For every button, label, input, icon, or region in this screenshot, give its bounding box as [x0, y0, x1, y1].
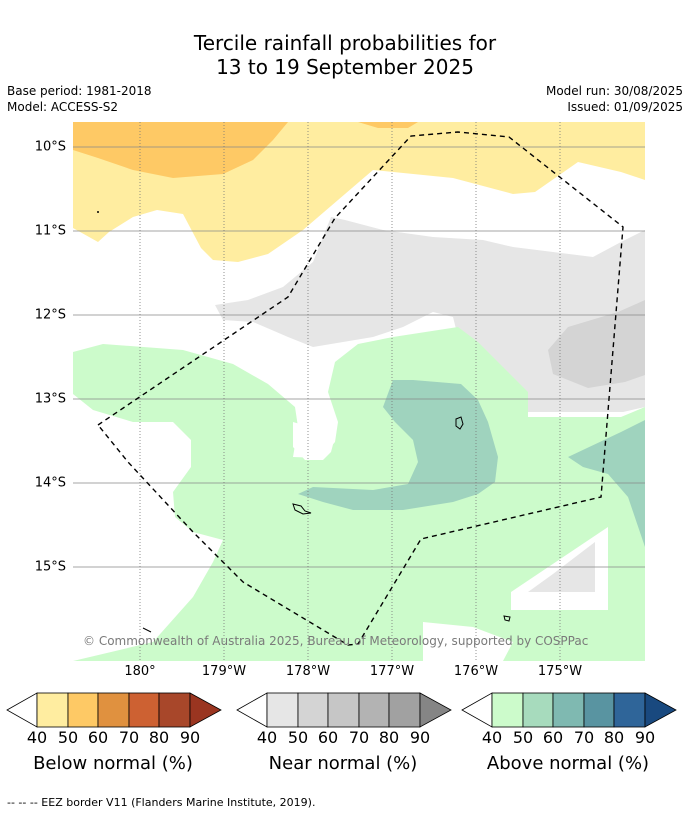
- above-normal-tick: 70: [573, 728, 595, 747]
- above-normal-swatch: [491, 692, 524, 728]
- below-normal-colorbar: [6, 692, 222, 728]
- below-normal-50-region: [358, 122, 418, 128]
- meta-left: Base period: 1981-2018 Model: ACCESS-S2: [7, 83, 152, 115]
- near-normal-legend-title: Near normal (%): [268, 753, 418, 774]
- model-text: Model: ACCESS-S2: [7, 100, 119, 114]
- above-normal-swatch: [644, 692, 677, 728]
- near-normal-tick: 40: [256, 728, 278, 747]
- below-normal-tick: 60: [87, 728, 109, 747]
- above-normal-tick: 40: [481, 728, 503, 747]
- near-normal-swatch: [327, 692, 360, 728]
- above-normal-colorbar: [461, 692, 677, 728]
- y-tick-label: 10°S: [34, 139, 66, 155]
- above-normal-swatch: [552, 692, 585, 728]
- above-normal-50-region: [568, 420, 645, 547]
- above-normal-tick: 60: [542, 728, 564, 747]
- near-normal-swatch: [266, 692, 299, 728]
- graticule: [73, 146, 645, 568]
- base-period-text: Base period: 1981-2018: [7, 84, 152, 98]
- above-normal-swatch: [583, 692, 615, 728]
- below-normal-swatch: [128, 692, 160, 728]
- y-tick-label: 14°S: [34, 475, 66, 491]
- island-outline: [503, 615, 511, 622]
- island-dot: [97, 211, 99, 213]
- below-normal-50-region: [73, 122, 288, 178]
- near-normal-40-region: [528, 542, 595, 592]
- below-normal-tick: 50: [57, 728, 79, 747]
- near-normal-swatch: [419, 692, 452, 728]
- near-normal-tick: 70: [348, 728, 370, 747]
- x-tick-label: 176°W: [453, 664, 499, 679]
- issued-text: Issued: 01/09/2025: [567, 100, 683, 114]
- normal-gap-region: [423, 622, 513, 661]
- below-normal-tick: 70: [118, 728, 140, 747]
- y-tick-label: 15°S: [34, 559, 66, 575]
- map-title: Tercile rainfall probabilities for 13 to…: [0, 31, 690, 79]
- normal-gap-region: [293, 422, 335, 460]
- x-tick-label: 177°W: [369, 664, 415, 679]
- island-outline: [142, 627, 152, 633]
- near-normal-tick: 60: [317, 728, 339, 747]
- x-tick-label: 179°W: [201, 664, 247, 679]
- below-normal-swatch: [36, 692, 69, 728]
- eez-border: [96, 131, 624, 646]
- title-line-2: 13 to 19 September 2025: [216, 55, 474, 79]
- near-normal-swatch: [388, 692, 421, 728]
- near-normal-colorbar: [236, 692, 452, 728]
- near-normal-tick: 80: [378, 728, 400, 747]
- above-normal-50-region: [298, 380, 498, 510]
- y-tick-label: 12°S: [34, 307, 66, 323]
- below-normal-tick: 90: [179, 728, 201, 747]
- title-line-1: Tercile rainfall probabilities for: [193, 31, 497, 55]
- island-outline: [455, 416, 464, 430]
- above-normal-tick: 50: [512, 728, 534, 747]
- y-tick-label: 11°S: [34, 223, 66, 239]
- x-tick-label: 178°W: [285, 664, 331, 679]
- below-normal-tick: 40: [26, 728, 48, 747]
- near-normal-tick: 90: [409, 728, 431, 747]
- below-normal-swatch: [67, 692, 99, 728]
- below-normal-swatch: [97, 692, 130, 728]
- above-normal-swatch: [613, 692, 646, 728]
- above-normal-tick: 90: [634, 728, 656, 747]
- below-normal-swatch: [158, 692, 191, 728]
- model-run-text: Model run: 30/08/2025: [545, 84, 683, 98]
- meta-right: Model run: 30/08/2025 Issued: 01/09/2025: [546, 83, 683, 115]
- below-normal-tick: 80: [148, 728, 170, 747]
- near-normal-40-region: [215, 217, 645, 412]
- copyright-text: © Commonwealth of Australia 2025, Bureau…: [83, 634, 588, 648]
- below-normal-swatch: [189, 692, 222, 728]
- near-normal-swatch: [358, 692, 390, 728]
- probability-map: © Commonwealth of Australia 2025, Bureau…: [73, 122, 645, 661]
- above-normal-legend-title: Above normal (%): [486, 753, 650, 774]
- above-normal-swatch: [522, 692, 554, 728]
- below-normal-legend-title: Below normal (%): [33, 753, 193, 774]
- above-normal-tick: 80: [603, 728, 625, 747]
- normal-gap-region: [73, 394, 223, 661]
- near-normal-tick: 50: [287, 728, 309, 747]
- near-normal-swatch: [297, 692, 329, 728]
- y-tick-label: 13°S: [34, 391, 66, 407]
- eez-footnote: -- -- -- EEZ border V11 (Flanders Marine…: [7, 796, 316, 809]
- x-tick-label: 180°: [124, 664, 156, 679]
- near-normal-50-region: [548, 300, 645, 388]
- island-outline: [292, 503, 312, 515]
- x-tick-label: 175°W: [537, 664, 583, 679]
